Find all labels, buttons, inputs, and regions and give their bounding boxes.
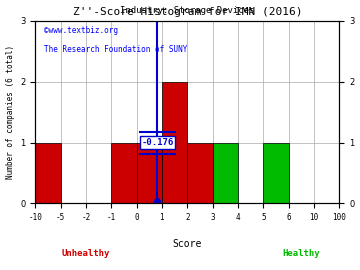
Y-axis label: Number of companies (6 total): Number of companies (6 total) <box>5 45 14 179</box>
Bar <box>213 143 238 204</box>
Bar <box>35 143 60 204</box>
Bar <box>263 143 289 204</box>
Text: The Research Foundation of SUNY: The Research Foundation of SUNY <box>44 45 188 53</box>
Text: ©www.textbiz.org: ©www.textbiz.org <box>44 26 118 35</box>
Bar <box>111 143 136 204</box>
Text: Unhealthy: Unhealthy <box>62 249 110 258</box>
Text: Industry: Storage Devices: Industry: Storage Devices <box>120 6 255 15</box>
Text: Healthy: Healthy <box>283 249 320 258</box>
Bar <box>162 82 187 204</box>
Bar <box>187 143 213 204</box>
Bar <box>136 143 162 204</box>
Title: Z''-Score Histogram for IMN (2016): Z''-Score Histogram for IMN (2016) <box>72 7 302 17</box>
Text: -0.176: -0.176 <box>141 138 174 147</box>
X-axis label: Score: Score <box>172 239 202 249</box>
